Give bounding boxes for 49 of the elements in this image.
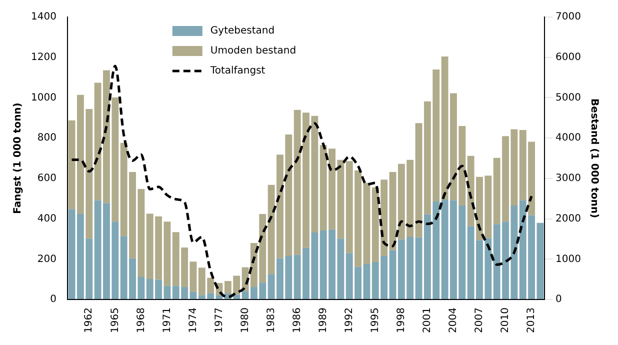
y2-tick-label: 7000	[556, 12, 582, 23]
bar	[363, 182, 370, 264]
y-tick-label: 800	[37, 132, 56, 144]
bar	[389, 250, 396, 300]
y-tick-label: 1000	[30, 92, 56, 104]
x-tick-label: 2001	[422, 308, 434, 334]
y2-tick-label: 6000	[556, 52, 582, 63]
x-tick-label: 1977	[214, 308, 225, 334]
bar	[415, 123, 422, 238]
y2-axis-title: Bestand (1 000 tonn)	[588, 98, 600, 218]
x-tick-label: 1968	[136, 308, 147, 334]
y-tick-label: 600	[37, 173, 56, 184]
y2-tick-label: 4000	[556, 132, 582, 144]
x-tick-label: 2004	[448, 308, 460, 334]
x-tick-label: 1962	[84, 308, 95, 334]
bar	[190, 292, 197, 300]
bar	[389, 172, 396, 250]
x-tick-label: 1992	[344, 308, 355, 334]
legend-label: Gytebestand	[210, 26, 275, 37]
x-tick-label: 2010	[500, 308, 512, 334]
y-axis-title: Fangst (1 000 tonn)	[12, 102, 24, 214]
bar	[216, 295, 223, 300]
x-tick-label: 1995	[370, 308, 381, 334]
y-tick-label: 0	[50, 294, 56, 306]
y2-tick-label: 0	[556, 294, 562, 306]
y2-tick-label: 5000	[556, 92, 582, 104]
x-tick-label: 2007	[474, 308, 486, 334]
y2-tick-label: 3000	[556, 173, 582, 184]
y-tick-label: 1400	[30, 12, 56, 23]
legend-label: Umoden bestand	[210, 46, 296, 57]
x-tick-label: 1965	[110, 308, 121, 334]
bar	[415, 237, 422, 300]
y-tick-label: 400	[37, 213, 56, 224]
y-tick-label: 200	[37, 254, 56, 265]
x-tick-label: 1986	[292, 308, 303, 334]
legend-label: Totalfangst	[209, 66, 266, 77]
x-tick-label: 2013	[526, 308, 538, 334]
bar	[363, 264, 370, 300]
x-tick-label: 1983	[266, 308, 277, 334]
x-tick-label: 1998	[396, 308, 408, 334]
x-tick-label: 1971	[162, 308, 173, 334]
x-tick-label: 1989	[318, 308, 329, 334]
y-tick-label: 1200	[30, 52, 56, 63]
x-tick-label: 1980	[240, 308, 251, 334]
x-tick-label: 1974	[188, 308, 199, 334]
bar	[190, 262, 197, 292]
y2-tick-label: 1000	[556, 254, 582, 265]
bar	[242, 291, 249, 300]
y2-tick-label: 2000	[556, 213, 582, 224]
